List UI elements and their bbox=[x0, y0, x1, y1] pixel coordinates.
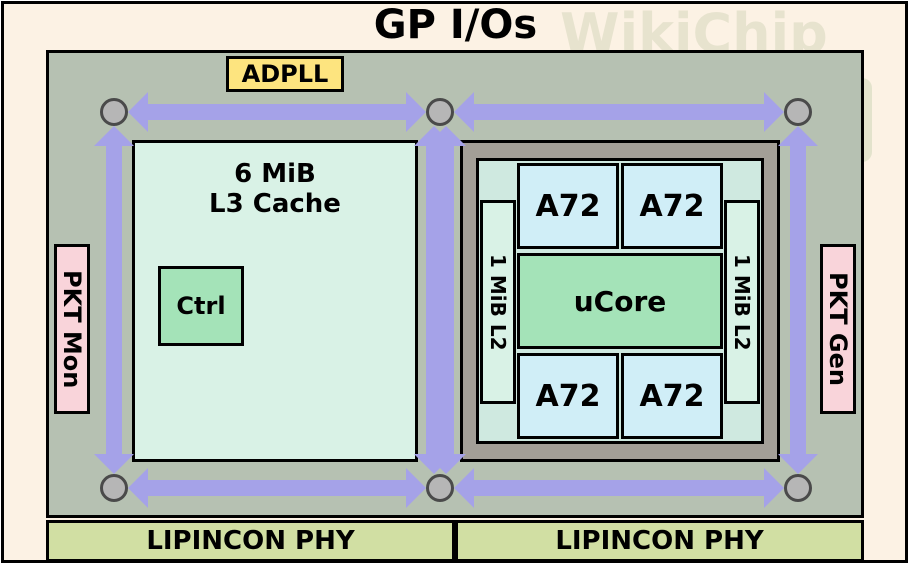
pkt-gen-label: PKT Gen bbox=[824, 272, 852, 386]
interconnect-node-tm bbox=[426, 98, 454, 126]
a72-core-bl: A72 bbox=[517, 353, 619, 439]
phy-right-label: LIPINCON PHY bbox=[555, 526, 763, 556]
l2-left-label: 1 MiB L2 bbox=[486, 254, 510, 351]
interconnect-node-tl bbox=[100, 98, 128, 126]
l3-ctrl-block: Ctrl bbox=[158, 266, 244, 346]
a72-core-tr: A72 bbox=[621, 163, 723, 249]
interconnect-node-tr bbox=[784, 98, 812, 126]
pkt-mon-label: PKT Mon bbox=[58, 270, 86, 388]
arrow-bot-right bbox=[454, 468, 784, 508]
interconnect-node-br bbox=[784, 474, 812, 502]
phy-left-label: LIPINCON PHY bbox=[146, 526, 354, 556]
pkt-gen-block: PKT Gen bbox=[820, 244, 856, 414]
lipincon-phy-right: LIPINCON PHY bbox=[455, 520, 864, 562]
a72-br-label: A72 bbox=[640, 379, 705, 414]
arrow-top-right bbox=[454, 92, 784, 132]
a72-tr-label: A72 bbox=[640, 189, 705, 224]
title-gp-ios: GP I/Os bbox=[0, 2, 911, 48]
a72-tl-label: A72 bbox=[536, 189, 601, 224]
interconnect-node-bm bbox=[426, 474, 454, 502]
l2-left: 1 MiB L2 bbox=[480, 200, 516, 404]
arrow-top-left bbox=[128, 92, 426, 132]
a72-core-br: A72 bbox=[621, 353, 723, 439]
arrow-mid-r bbox=[426, 126, 466, 474]
adpll-label: ADPLL bbox=[242, 60, 329, 88]
lipincon-phy-left: LIPINCON PHY bbox=[46, 520, 455, 562]
arrow-right bbox=[778, 126, 818, 474]
ucore-block: uCore bbox=[517, 253, 723, 349]
l3-ctrl-label: Ctrl bbox=[176, 292, 225, 320]
interconnect-node-bl bbox=[100, 474, 128, 502]
l2-right-label: 1 MiB L2 bbox=[730, 254, 754, 351]
pkt-mon-block: PKT Mon bbox=[54, 244, 90, 414]
a72-bl-label: A72 bbox=[536, 379, 601, 414]
adpll-block: ADPLL bbox=[226, 56, 344, 92]
ucore-label: uCore bbox=[574, 285, 667, 318]
l2-right: 1 MiB L2 bbox=[724, 200, 760, 404]
l3-cache-label: 6 MiB L3 Cache bbox=[209, 159, 341, 219]
arrow-left bbox=[94, 126, 134, 474]
arrow-bot-left bbox=[128, 468, 426, 508]
a72-core-tl: A72 bbox=[517, 163, 619, 249]
